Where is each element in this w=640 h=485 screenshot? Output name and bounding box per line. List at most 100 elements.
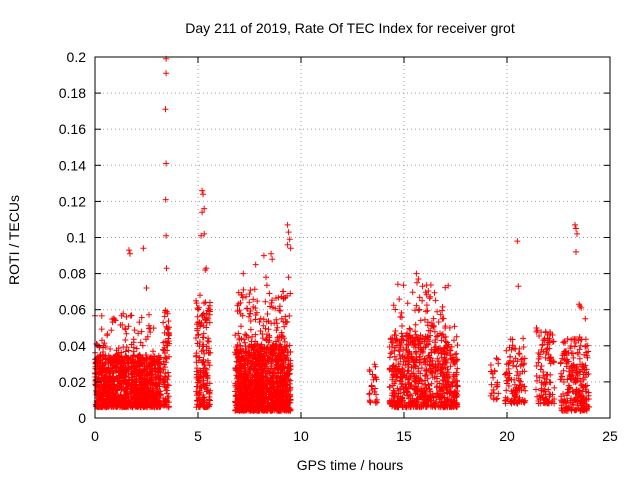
data-point (246, 366, 253, 373)
data-point (412, 342, 419, 349)
data-point (432, 339, 438, 346)
data-point (541, 397, 548, 404)
data-point (417, 317, 424, 324)
data-point (564, 397, 571, 404)
data-point (240, 378, 247, 385)
data-point (394, 281, 401, 288)
data-point (562, 357, 569, 364)
data-point (422, 381, 429, 388)
data-point (193, 388, 200, 395)
data-point (237, 358, 244, 365)
data-point (417, 340, 424, 347)
data-point (399, 323, 405, 329)
data-point (114, 396, 121, 403)
data-point (198, 374, 205, 381)
data-point (278, 356, 285, 363)
data-point (197, 402, 204, 409)
data-point (161, 313, 168, 320)
data-point (200, 341, 207, 348)
data-point (154, 394, 161, 401)
data-point (454, 342, 461, 349)
x-tick-label: 25 (602, 428, 618, 444)
data-point (285, 229, 292, 236)
data-point (269, 297, 276, 304)
data-point (429, 322, 436, 329)
y-tick-label: 0.06 (59, 302, 86, 318)
data-point (143, 285, 150, 291)
data-point (157, 369, 164, 376)
data-point (573, 225, 579, 232)
data-point (102, 344, 109, 350)
data-point (151, 366, 158, 373)
data-point (131, 370, 138, 377)
data-point (511, 381, 518, 388)
data-point (100, 375, 107, 381)
data-point (402, 362, 409, 369)
data-point (401, 371, 408, 377)
data-point (286, 236, 293, 243)
data-point (386, 344, 393, 350)
data-point (92, 360, 99, 367)
data-point (393, 356, 400, 363)
data-point (201, 230, 208, 237)
data-point (388, 339, 395, 346)
data-point (154, 386, 161, 393)
data-point (372, 385, 379, 392)
data-point (515, 350, 522, 357)
data-point (286, 393, 293, 400)
y-tick-label: 0.04 (59, 338, 86, 354)
data-point (444, 386, 451, 393)
data-point (242, 331, 249, 338)
data-point (576, 355, 583, 362)
data-point (196, 392, 203, 398)
data-point (130, 336, 137, 343)
data-point (165, 318, 172, 325)
data-point (252, 355, 259, 362)
data-point (577, 375, 583, 382)
data-point (259, 398, 266, 404)
data-point (128, 376, 135, 383)
data-point (436, 384, 443, 391)
data-point (206, 401, 213, 408)
data-point (205, 315, 212, 322)
data-point (516, 377, 522, 384)
data-point (207, 349, 214, 356)
data-point (136, 394, 143, 401)
data-point (566, 385, 573, 392)
data-point (440, 381, 447, 388)
data-point (262, 357, 269, 364)
data-point (429, 374, 436, 381)
data-point (116, 358, 123, 365)
data-point (397, 340, 404, 347)
data-point (516, 385, 523, 392)
data-point (259, 356, 266, 363)
data-point (258, 341, 265, 348)
data-point (244, 389, 251, 396)
data-point (551, 396, 558, 402)
data-point (245, 334, 252, 341)
data-point (284, 221, 291, 228)
data-point (537, 400, 544, 407)
data-point (400, 389, 407, 396)
data-point (423, 308, 429, 315)
data-point (232, 332, 239, 339)
data-point (248, 406, 255, 413)
data-point (407, 403, 414, 410)
data-point (100, 382, 107, 388)
data-point (284, 318, 291, 325)
data-point (113, 356, 120, 363)
data-point (453, 377, 460, 384)
data-point (153, 403, 160, 410)
data-point (149, 391, 156, 398)
y-tick-label: 0.1 (67, 230, 87, 246)
data-point (121, 388, 128, 394)
data-point (263, 282, 270, 289)
data-point (542, 354, 549, 361)
data-point (146, 311, 152, 318)
plot-frame (94, 56, 611, 419)
data-point (273, 375, 280, 382)
data-point (582, 343, 589, 350)
data-point (249, 333, 256, 340)
data-point (282, 381, 289, 388)
data-point (392, 332, 399, 339)
